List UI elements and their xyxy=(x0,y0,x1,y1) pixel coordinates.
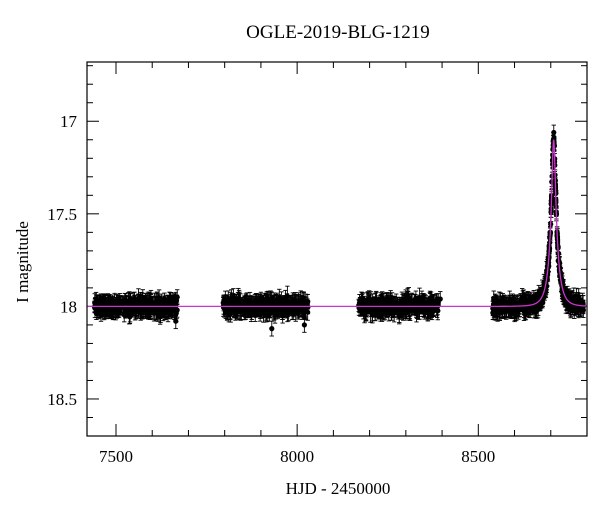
data-point xyxy=(388,298,394,304)
y-tick-label: 18 xyxy=(60,297,77,316)
tick-labels: 7500 8000 8500 17 17.5 18 18.5 xyxy=(47,112,495,466)
x-tick-label: 8000 xyxy=(280,447,314,466)
data-point xyxy=(365,299,371,305)
data-point xyxy=(230,300,236,306)
data-point xyxy=(420,301,426,307)
data-point xyxy=(299,296,305,302)
data-point xyxy=(284,309,291,316)
y-tick-label: 18.5 xyxy=(47,390,77,409)
data-point xyxy=(404,306,410,313)
data-point xyxy=(381,298,387,305)
data-point xyxy=(274,304,280,310)
data-point xyxy=(116,305,122,312)
data-point xyxy=(359,306,365,312)
data-point xyxy=(101,310,107,317)
data-point xyxy=(159,308,165,314)
data-point xyxy=(372,299,379,305)
data-point xyxy=(225,295,231,301)
y-tick-label: 17.5 xyxy=(47,205,77,224)
data-point xyxy=(289,308,295,314)
axis-ticks xyxy=(87,62,587,437)
data-point xyxy=(113,301,120,307)
x-tick-label: 8500 xyxy=(461,447,495,466)
data-point xyxy=(132,307,138,313)
x-axis-label: HJD - 2450000 xyxy=(286,479,391,498)
data-point xyxy=(245,307,251,313)
data-point xyxy=(302,306,308,313)
data-point xyxy=(125,305,131,312)
chart-title: OGLE-2019-BLG-1219 xyxy=(246,22,430,43)
data-point xyxy=(376,305,382,312)
x-tick-label: 7500 xyxy=(99,447,133,466)
data-points xyxy=(91,124,586,337)
y-axis-label: I magnitude xyxy=(13,221,32,303)
data-point xyxy=(170,307,176,313)
data-point xyxy=(156,302,162,308)
y-tick-label: 17 xyxy=(60,112,78,131)
data-point xyxy=(163,308,169,314)
data-point xyxy=(104,306,110,312)
data-point xyxy=(304,301,310,307)
data-point xyxy=(394,308,400,314)
data-point xyxy=(145,299,151,305)
data-point xyxy=(148,308,154,314)
data-point xyxy=(231,308,238,314)
data-point xyxy=(427,300,433,306)
data-point xyxy=(241,302,247,308)
data-point xyxy=(262,306,268,313)
data-point xyxy=(295,300,302,307)
data-point xyxy=(227,310,233,317)
data-point xyxy=(284,293,290,299)
data-point xyxy=(435,308,441,314)
data-point xyxy=(221,297,227,303)
data-point xyxy=(94,302,100,309)
